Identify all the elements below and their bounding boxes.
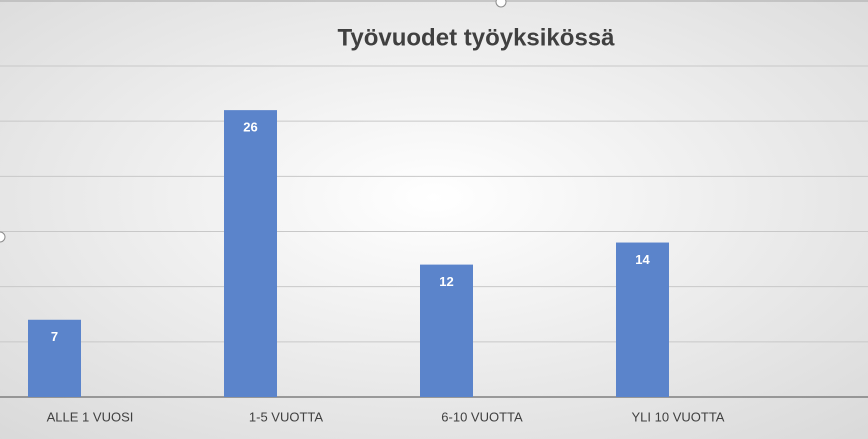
data-label: 26 bbox=[243, 120, 257, 135]
data-label: 12 bbox=[439, 274, 453, 289]
bar bbox=[420, 264, 473, 397]
data-label: 7 bbox=[51, 329, 58, 344]
bar bbox=[224, 110, 277, 397]
data-label: 14 bbox=[635, 252, 650, 267]
bar bbox=[616, 242, 669, 397]
x-tick-label: YLI 10 VUOTTA bbox=[632, 409, 725, 424]
bar bbox=[28, 319, 81, 397]
chart-title: Työvuodet työyksikössä bbox=[338, 24, 616, 51]
x-tick-label: 6-10 VUOTTA bbox=[441, 409, 523, 424]
x-tick-label: 1-5 VUOTTA bbox=[249, 409, 323, 424]
x-tick-label: ALLE 1 VUOSI bbox=[47, 409, 134, 424]
selection-handle bbox=[495, 0, 507, 8]
selection-handle bbox=[0, 231, 6, 243]
